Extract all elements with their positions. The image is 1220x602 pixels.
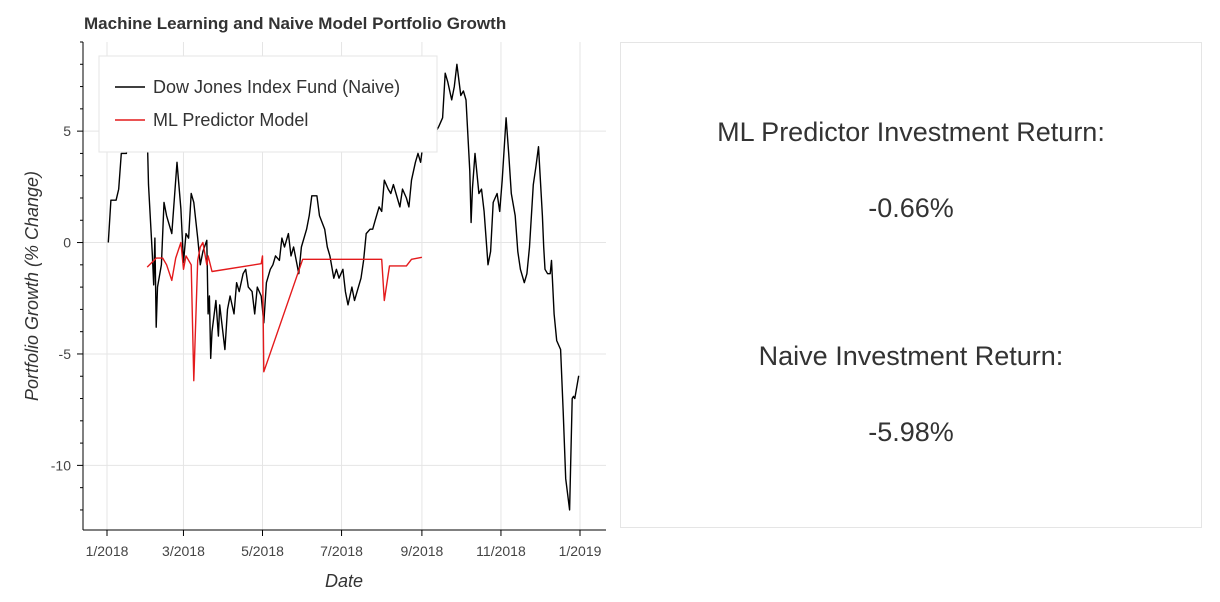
x-tick-label: 1/2019 <box>559 543 602 559</box>
x-tick-label: 7/2018 <box>320 543 363 559</box>
axis-ticks: 1/2018 3/2018 5/2018 7/2018 9/2018 11/2018 1/2… <box>51 41 602 559</box>
x-tick-label: 5/2018 <box>241 543 284 559</box>
naive-return-value: -5.98% <box>868 417 954 447</box>
x-axis-label: Date <box>325 571 363 591</box>
legend: Dow Jones Index Fund (Naive) ML Predicto… <box>98 55 438 153</box>
legend-box <box>98 55 438 153</box>
y-axis-label: Portfolio Growth (% Change) <box>22 171 42 401</box>
ml-return-value: -0.66% <box>868 193 954 223</box>
series-line-ml <box>146 241 423 382</box>
portfolio-growth-chart: Machine Learning and Naive Model Portfol… <box>22 14 606 591</box>
ml-return-label: ML Predictor Investment Return: <box>717 117 1105 147</box>
naive-return-label: Naive Investment Return: <box>758 341 1064 371</box>
x-tick-label: 9/2018 <box>400 543 443 559</box>
chart-title: Machine Learning and Naive Model Portfol… <box>84 14 506 33</box>
series-lines <box>107 63 580 511</box>
legend-label-naive: Dow Jones Index Fund (Naive) <box>153 77 400 97</box>
y-tick-label: -5 <box>59 346 72 362</box>
x-tick-label: 11/2018 <box>476 543 526 559</box>
y-tick-label: -10 <box>51 457 71 473</box>
y-tick-label: 0 <box>63 235 71 251</box>
results-panel: ML Predictor Investment Return: -0.66% N… <box>620 42 1202 528</box>
legend-label-ml: ML Predictor Model <box>153 110 308 130</box>
y-tick-label: 5 <box>63 123 71 139</box>
series-line-naive <box>107 63 580 511</box>
x-tick-label: 1/2018 <box>86 543 129 559</box>
x-tick-label: 3/2018 <box>162 543 205 559</box>
